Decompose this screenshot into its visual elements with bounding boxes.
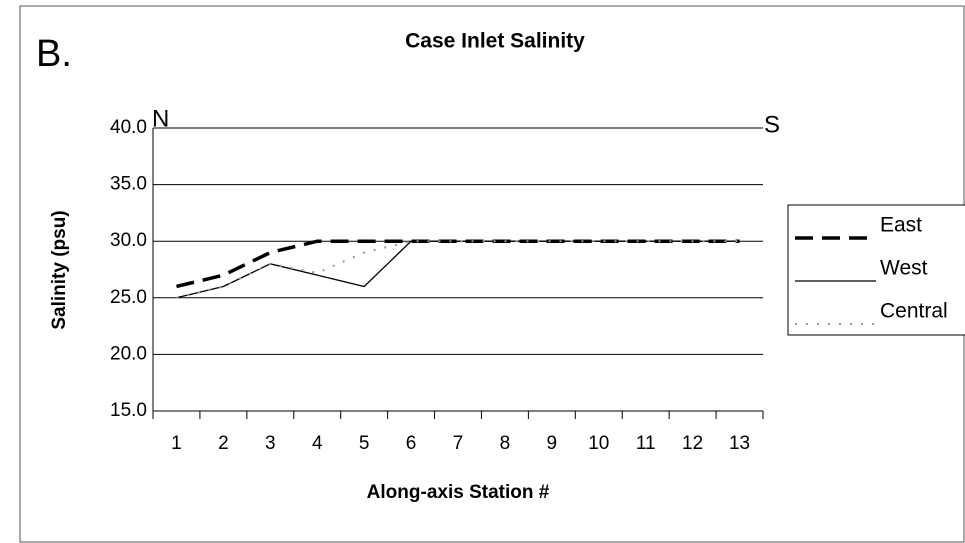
x-tick-label: 12 bbox=[682, 433, 703, 454]
series-line bbox=[176, 239, 740, 289]
y-tick-label: 40.0 bbox=[110, 117, 147, 138]
series-line bbox=[176, 240, 740, 299]
legend-label: Central bbox=[880, 300, 948, 323]
x-tick-label: 9 bbox=[547, 433, 558, 454]
y-axis-title: Salinity (psu) bbox=[49, 210, 70, 329]
y-tick-label: 15.0 bbox=[110, 400, 147, 421]
x-tick-label: 6 bbox=[406, 433, 417, 454]
x-tick-label: 4 bbox=[312, 433, 323, 454]
y-tick-label: 30.0 bbox=[110, 230, 147, 251]
chart-title: Case Inlet Salinity bbox=[405, 30, 585, 53]
x-tick-label: 3 bbox=[265, 433, 276, 454]
legend-label: East bbox=[880, 214, 922, 237]
x-tick-label: 11 bbox=[636, 433, 656, 454]
legend-label: West bbox=[880, 257, 928, 280]
south-label: S bbox=[764, 111, 780, 138]
x-tick-label: 10 bbox=[588, 433, 609, 454]
y-tick-label: 35.0 bbox=[110, 174, 147, 195]
y-tick-label: 20.0 bbox=[110, 343, 147, 364]
legend-box bbox=[787, 204, 965, 336]
series-line bbox=[176, 240, 740, 299]
x-tick-label: 8 bbox=[500, 433, 511, 454]
x-tick-label: 5 bbox=[359, 433, 370, 454]
x-tick-label: 7 bbox=[453, 433, 464, 454]
x-tick-label: 2 bbox=[218, 433, 229, 454]
y-tick-label: 25.0 bbox=[110, 287, 147, 308]
panel-label: B. bbox=[36, 33, 72, 75]
north-label: N bbox=[152, 105, 169, 132]
x-tick-label: 1 bbox=[171, 433, 182, 454]
x-tick-label: 13 bbox=[729, 433, 750, 454]
x-axis-title: Along-axis Station # bbox=[367, 482, 550, 503]
